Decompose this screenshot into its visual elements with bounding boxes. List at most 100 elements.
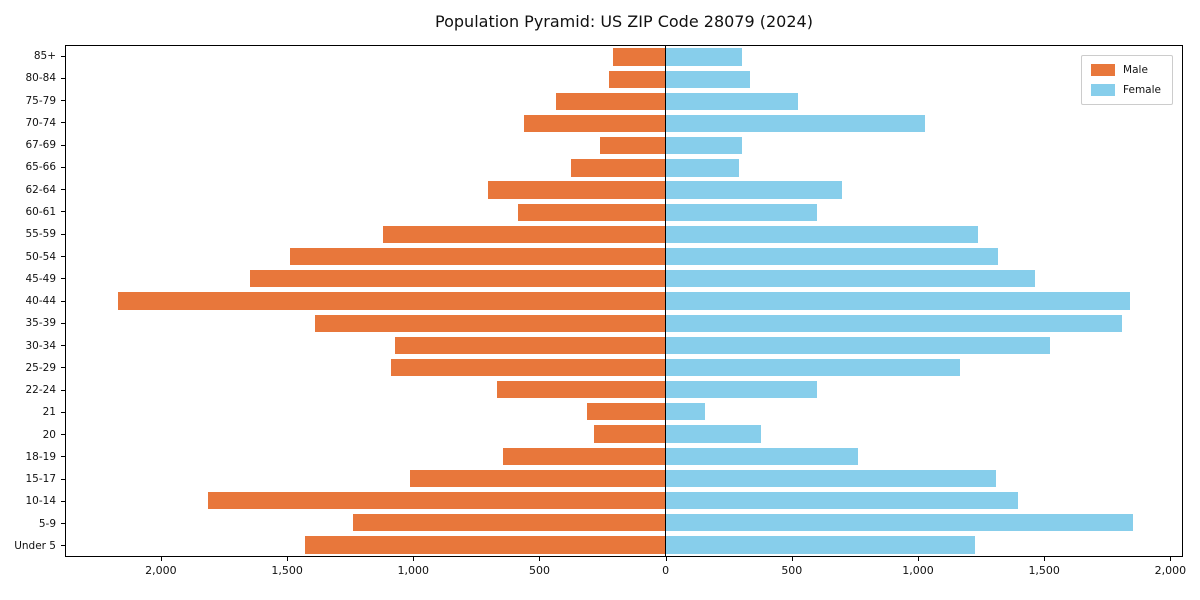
y-tick-row: 20 [0, 424, 65, 446]
y-tick-label: 21 [42, 406, 56, 419]
male-bar [208, 491, 666, 510]
bar-row-45-49 [66, 268, 1182, 290]
y-tick-mark [61, 545, 65, 547]
y-tick-row: 18-19 [0, 446, 65, 468]
x-tick-label: 500 [781, 564, 803, 577]
x-tick-mark [413, 557, 415, 561]
y-tick-label: 50-54 [25, 250, 56, 263]
male-bar [409, 469, 666, 487]
male-bar [518, 203, 666, 221]
male-bar [383, 225, 666, 244]
x-axis: 2,000 1,500 1,000 500 0 500 1,000 1,500 2,000 [65, 557, 1186, 587]
bar-row-20 [66, 423, 1182, 445]
female-bar [665, 181, 842, 199]
bar-row-80-84 [66, 68, 1182, 90]
y-tick-mark [61, 500, 65, 502]
female-bar [665, 314, 1122, 332]
x-tick-label: 0 [662, 564, 670, 577]
y-tick-mark [61, 100, 65, 102]
female-bar [665, 137, 743, 155]
female-bar [665, 114, 926, 133]
y-tick-row: 60-61 [0, 201, 65, 223]
female-bar [665, 336, 1050, 354]
y-tick-label: 80-84 [25, 72, 56, 85]
y-tick-row: 25-29 [0, 357, 65, 379]
y-tick-label: 18-19 [25, 450, 56, 463]
female-bar [665, 292, 1131, 310]
female-bar [665, 247, 999, 266]
bar-row-50-54 [66, 246, 1182, 268]
bar-row-70-74 [66, 113, 1182, 135]
male-bar [305, 536, 666, 554]
x-tick-label: 1,000 [902, 564, 934, 577]
male-bar [249, 270, 666, 288]
y-tick-mark [61, 523, 65, 525]
legend-item-female: Female [1091, 84, 1161, 96]
female-bar [665, 92, 798, 111]
y-tick-label: 60-61 [25, 205, 56, 218]
male-bar [612, 48, 666, 66]
y-tick-row: 75-79 [0, 90, 65, 112]
y-tick-row: 50-54 [0, 245, 65, 267]
bar-row-62-64 [66, 179, 1182, 201]
male-bar [390, 358, 666, 377]
y-tick-mark [61, 300, 65, 302]
y-tick-row: 67-69 [0, 134, 65, 156]
female-bar [665, 536, 976, 554]
male-bar [524, 114, 666, 133]
male-bar [503, 447, 666, 465]
male-bar [315, 314, 666, 332]
female-bar [665, 270, 1035, 288]
female-bar [665, 514, 1133, 532]
bar-rows-container [66, 46, 1182, 556]
bar-row-21 [66, 401, 1182, 423]
y-tick-mark [61, 367, 65, 369]
male-bar [555, 92, 666, 111]
bar-row-18-19 [66, 445, 1182, 467]
y-tick-label: 5-9 [38, 517, 56, 530]
y-tick-row: 45-49 [0, 268, 65, 290]
y-tick-row: 70-74 [0, 112, 65, 134]
x-tick-label: 1,500 [1028, 564, 1060, 577]
y-tick-row: 15-17 [0, 468, 65, 490]
x-tick-mark [160, 557, 162, 561]
male-bar [600, 137, 666, 155]
chart-title: Population Pyramid: US ZIP Code 28079 (2… [435, 12, 813, 31]
male-color-swatch [1091, 64, 1116, 76]
male-bar [608, 70, 666, 88]
y-axis-labels: 85+ 80-84 75-79 70-74 67-69 65-66 62-64 60-61 55… [0, 45, 65, 557]
legend-female-label: Female [1123, 84, 1161, 96]
y-tick-label: 35-39 [25, 317, 56, 330]
y-tick-label: 67-69 [25, 139, 56, 152]
y-tick-label: 22-24 [25, 384, 56, 397]
bar-row-15-17 [66, 467, 1182, 489]
x-tick-label: 1,000 [397, 564, 430, 577]
y-tick-row: 10-14 [0, 490, 65, 512]
zero-axis-line [664, 46, 667, 556]
y-tick-row: 40-44 [0, 290, 65, 312]
y-tick-mark [61, 389, 65, 391]
bar-row-25-29 [66, 356, 1182, 378]
y-tick-label: 85+ [33, 50, 56, 63]
bar-row-5-9 [66, 512, 1182, 534]
male-bar [593, 425, 666, 443]
female-bar [665, 425, 762, 443]
y-tick-row: 85+ [0, 45, 65, 67]
legend: Male Female [1081, 55, 1173, 105]
y-tick-mark [61, 322, 65, 324]
legend-male-label: Male [1123, 64, 1148, 76]
y-tick-label: 62-64 [25, 183, 56, 196]
male-bar [353, 514, 666, 532]
y-tick-label: 70-74 [25, 116, 56, 129]
bar-row-40-44 [66, 290, 1182, 312]
x-tick-mark [539, 557, 541, 561]
female-bar [665, 447, 859, 465]
bar-row-22-24 [66, 379, 1182, 401]
female-bar [665, 358, 961, 377]
bar-row-75-79 [66, 90, 1182, 112]
y-tick-mark [61, 77, 65, 79]
y-tick-label: 55-59 [25, 228, 56, 241]
x-tick-label: 2,000 [1154, 564, 1187, 577]
y-tick-label: 15-17 [25, 473, 56, 486]
y-tick-row: 35-39 [0, 312, 65, 334]
